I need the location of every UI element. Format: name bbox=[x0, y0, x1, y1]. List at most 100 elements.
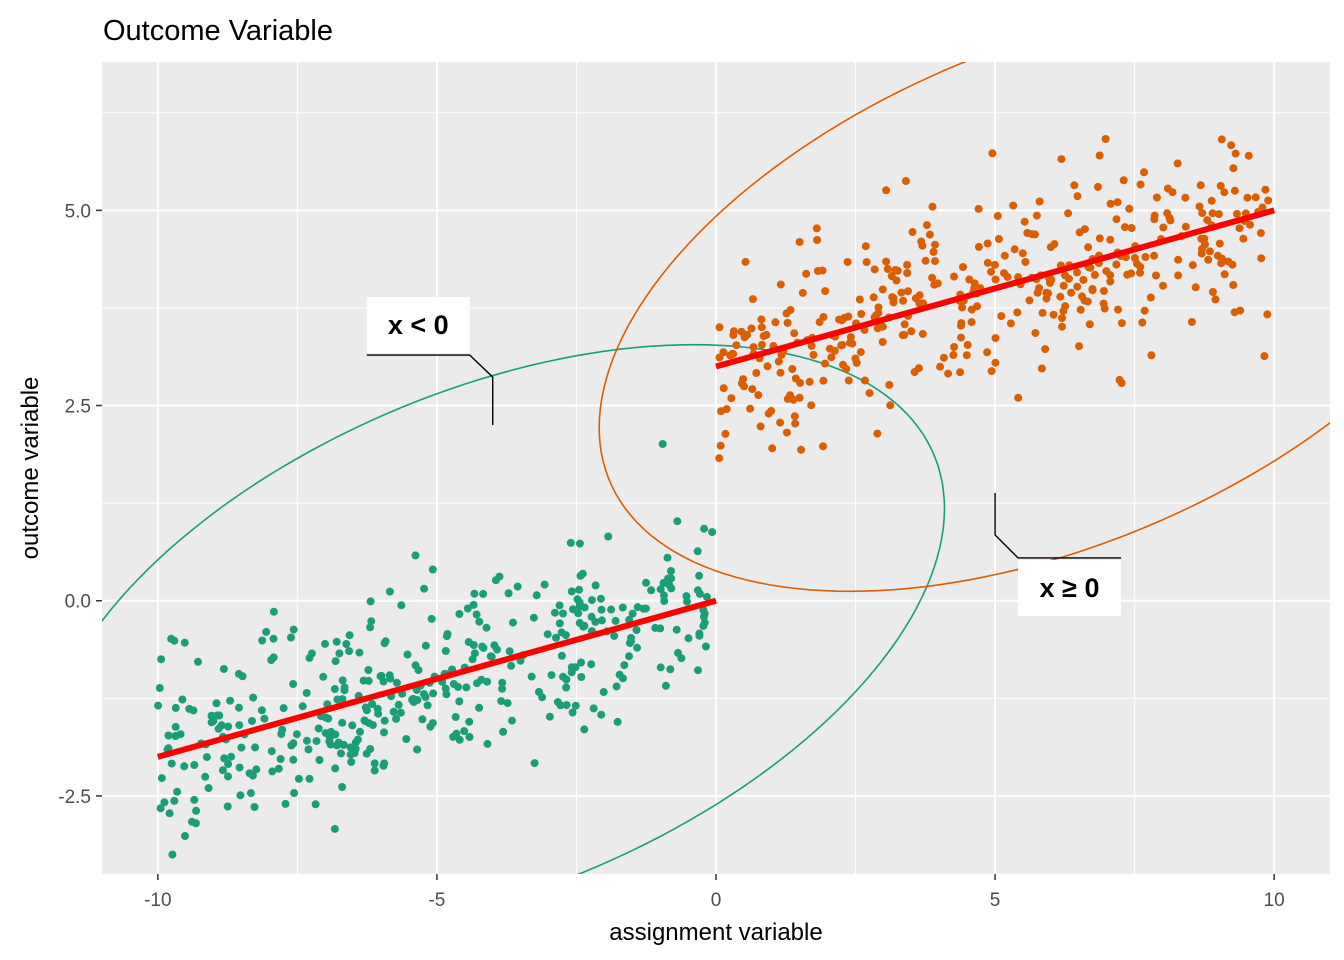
point-above bbox=[1204, 255, 1213, 264]
point-below bbox=[278, 725, 287, 734]
point-above bbox=[1127, 224, 1136, 232]
point-below bbox=[305, 653, 314, 662]
point-below bbox=[660, 597, 669, 605]
point-above bbox=[856, 348, 865, 357]
point-below bbox=[628, 609, 637, 618]
point-below bbox=[666, 665, 675, 674]
fit-lines bbox=[157, 207, 1275, 760]
point-above bbox=[749, 343, 758, 352]
point-above bbox=[956, 368, 965, 377]
point-above bbox=[777, 350, 786, 359]
point-below bbox=[482, 623, 491, 632]
y-axis-ticks: -2.5 0.0 2.5 5.0 bbox=[58, 201, 102, 808]
point-above bbox=[1261, 185, 1270, 194]
point-below bbox=[667, 574, 676, 583]
point-below bbox=[449, 680, 458, 688]
point-above bbox=[990, 260, 999, 269]
point-above bbox=[855, 295, 864, 304]
point-below bbox=[527, 672, 536, 681]
point-below bbox=[463, 604, 472, 613]
point-above bbox=[983, 239, 992, 248]
point-below bbox=[338, 676, 347, 685]
point-above bbox=[1239, 234, 1248, 243]
point-above bbox=[918, 329, 927, 338]
point-above bbox=[1227, 141, 1236, 150]
point-below bbox=[321, 639, 329, 648]
point-below bbox=[201, 772, 210, 781]
ellipse-below bbox=[102, 343, 946, 874]
point-above bbox=[885, 380, 894, 389]
point-above bbox=[825, 344, 834, 353]
point-below bbox=[465, 717, 474, 726]
point-below bbox=[402, 735, 411, 743]
point-above bbox=[819, 442, 827, 451]
point-below bbox=[219, 665, 228, 673]
point-below bbox=[168, 850, 177, 859]
point-above bbox=[1229, 164, 1238, 173]
y-tick-label: 0.0 bbox=[65, 592, 91, 613]
point-below bbox=[555, 619, 564, 628]
point-below bbox=[337, 749, 345, 758]
point-below bbox=[192, 806, 201, 815]
point-below bbox=[368, 700, 377, 708]
point-below bbox=[701, 642, 710, 651]
point-below bbox=[575, 618, 584, 627]
point-above bbox=[729, 331, 738, 339]
point-above bbox=[1235, 224, 1244, 233]
point-above bbox=[721, 429, 730, 438]
point-below bbox=[562, 683, 571, 692]
point-below bbox=[414, 666, 423, 675]
point-below bbox=[632, 626, 641, 634]
point-below bbox=[155, 684, 164, 692]
point-below bbox=[442, 632, 451, 641]
point-above bbox=[922, 221, 931, 230]
point-below bbox=[505, 647, 514, 656]
point-above bbox=[842, 364, 851, 373]
point-above bbox=[1080, 225, 1089, 234]
point-below bbox=[455, 610, 464, 618]
point-above bbox=[795, 238, 804, 246]
point-below bbox=[165, 809, 174, 818]
point-below bbox=[223, 802, 232, 811]
point-below bbox=[497, 697, 506, 706]
point-above bbox=[1106, 271, 1115, 280]
point-below bbox=[620, 661, 629, 670]
point-below bbox=[618, 603, 627, 612]
point-above bbox=[1251, 193, 1260, 202]
point-below bbox=[171, 703, 180, 712]
point-below bbox=[543, 630, 552, 639]
point-below bbox=[173, 787, 182, 796]
point-above bbox=[857, 310, 866, 318]
confidence-ellipses bbox=[102, 62, 1330, 874]
point-above bbox=[925, 230, 934, 239]
point-below bbox=[455, 735, 464, 744]
point-above bbox=[788, 365, 797, 373]
point-above bbox=[1214, 210, 1223, 219]
point-below bbox=[566, 538, 575, 547]
point-above bbox=[1159, 281, 1167, 290]
point-above bbox=[763, 362, 772, 371]
point-below bbox=[452, 729, 461, 738]
point-below bbox=[660, 591, 668, 600]
point-above bbox=[1197, 249, 1206, 258]
point-below bbox=[348, 721, 357, 730]
point-below bbox=[567, 663, 576, 672]
point-below bbox=[331, 657, 340, 666]
point-above bbox=[1064, 274, 1073, 283]
annotation-label-below: x < 0 bbox=[388, 310, 449, 340]
point-above bbox=[987, 267, 996, 276]
point-below bbox=[235, 703, 243, 712]
point-below bbox=[441, 647, 450, 655]
point-below bbox=[575, 539, 584, 548]
point-above bbox=[1046, 243, 1055, 252]
point-below bbox=[180, 638, 189, 647]
point-below bbox=[304, 745, 313, 754]
point-below bbox=[423, 701, 432, 710]
point-below bbox=[656, 663, 665, 672]
point-below bbox=[366, 597, 375, 606]
point-below bbox=[338, 718, 347, 727]
point-above bbox=[819, 376, 828, 385]
point-above bbox=[1035, 284, 1044, 293]
point-above bbox=[1136, 268, 1144, 277]
point-above bbox=[1009, 201, 1018, 210]
